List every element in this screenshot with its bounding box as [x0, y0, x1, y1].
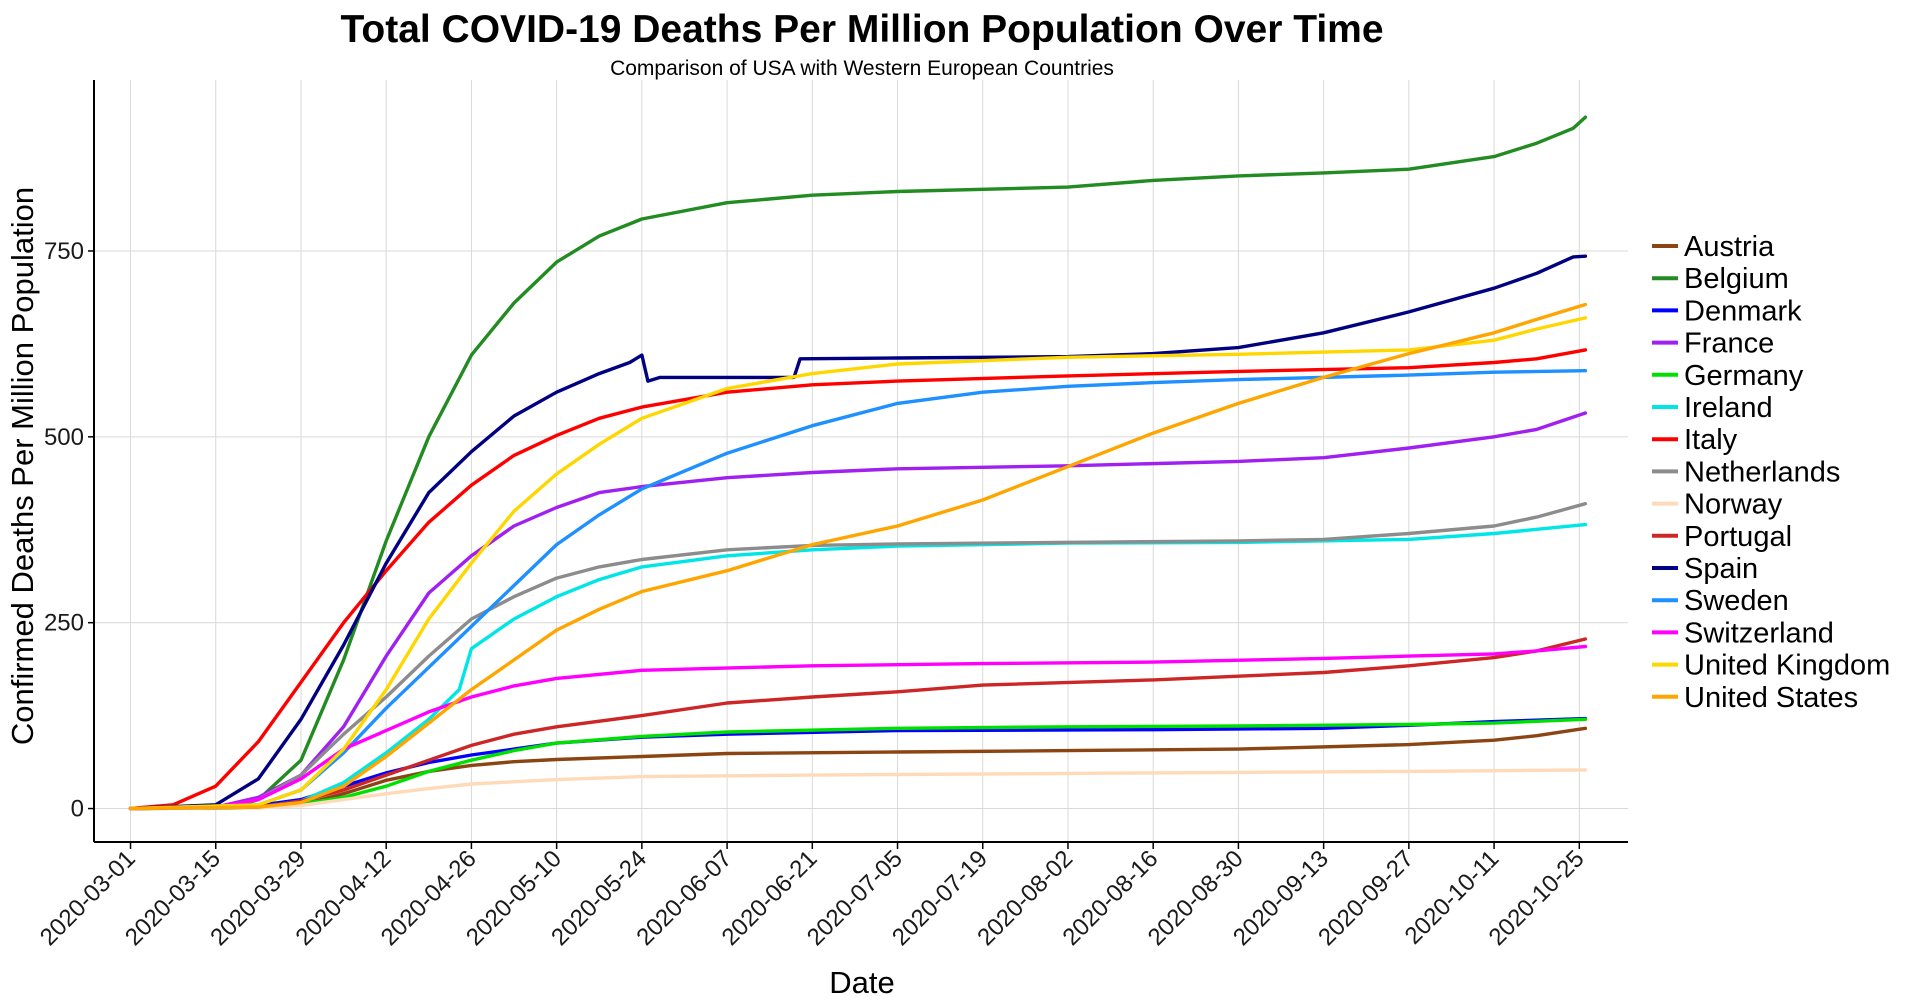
series-line-spain	[128, 254, 1588, 811]
series-line-united-kingdom	[128, 316, 1588, 811]
series-line-austria	[128, 726, 1588, 811]
series-line-sweden	[128, 369, 1588, 811]
legend-label: Austria	[1684, 231, 1775, 263]
x-axis-ticks: 2020-03-012020-03-152020-03-292020-04-12…	[35, 842, 1590, 951]
chart-title: Total COVID-19 Deaths Per Million Popula…	[340, 8, 1383, 51]
series-lines	[128, 115, 1588, 811]
legend-item-norway: Norway	[1652, 489, 1783, 521]
legend-item-sweden: Sweden	[1652, 585, 1789, 617]
legend-item-ireland: Ireland	[1652, 392, 1773, 424]
series-line-italy	[128, 348, 1588, 811]
legend-item-spain: Spain	[1652, 553, 1758, 585]
legend-item-germany: Germany	[1652, 360, 1804, 392]
y-axis-ticks: 0 250 500 750	[44, 238, 94, 823]
legend-label: Denmark	[1684, 295, 1802, 327]
legend-item-denmark: Denmark	[1652, 295, 1802, 327]
series-line-united-states	[128, 302, 1588, 811]
series-line-belgium	[128, 115, 1588, 811]
x-axis-title: Date	[829, 965, 894, 1000]
legend-item-france: France	[1652, 328, 1774, 360]
series-line-germany	[128, 717, 1588, 811]
legend-label: Switzerland	[1684, 617, 1834, 649]
legend-item-switzerland: Switzerland	[1652, 617, 1834, 649]
y-tick-label: 750	[44, 238, 84, 265]
y-tick-label: 0	[71, 796, 84, 823]
legend-label: Netherlands	[1684, 456, 1840, 488]
legend-item-netherlands: Netherlands	[1652, 456, 1840, 488]
legend-label: Italy	[1684, 424, 1738, 456]
legend-item-italy: Italy	[1652, 424, 1738, 456]
legend-label: Norway	[1684, 489, 1783, 521]
legend-label: Germany	[1684, 360, 1804, 392]
legend-label: Sweden	[1684, 585, 1789, 617]
legend-label: France	[1684, 328, 1774, 360]
y-tick-label: 250	[44, 610, 84, 637]
legend-item-united-states: United States	[1652, 682, 1858, 714]
legend-label: Portugal	[1684, 521, 1792, 553]
y-tick-label: 500	[44, 424, 84, 451]
legend-label: United Kingdom	[1684, 650, 1890, 682]
legend-label: Belgium	[1684, 263, 1789, 295]
legend-label: Spain	[1684, 553, 1758, 585]
legend-item-portugal: Portugal	[1652, 521, 1792, 553]
legend-item-united-kingdom: United Kingdom	[1652, 650, 1890, 682]
series-line-france	[128, 411, 1588, 811]
legend: AustriaBelgiumDenmarkFranceGermanyIrelan…	[1652, 231, 1890, 714]
series-line-portugal	[128, 637, 1588, 811]
legend-item-austria: Austria	[1652, 231, 1775, 263]
series-line-norway	[128, 768, 1588, 811]
legend-label: Ireland	[1684, 392, 1773, 424]
legend-label: United States	[1684, 682, 1858, 714]
axes	[93, 80, 1628, 843]
y-axis-title: Confirmed Deaths Per Million Population	[5, 187, 40, 745]
legend-item-belgium: Belgium	[1652, 263, 1789, 295]
series-line-switzerland	[128, 644, 1588, 811]
series-line-netherlands	[128, 502, 1588, 811]
chart-subtitle: Comparison of USA with Western European …	[610, 57, 1114, 80]
